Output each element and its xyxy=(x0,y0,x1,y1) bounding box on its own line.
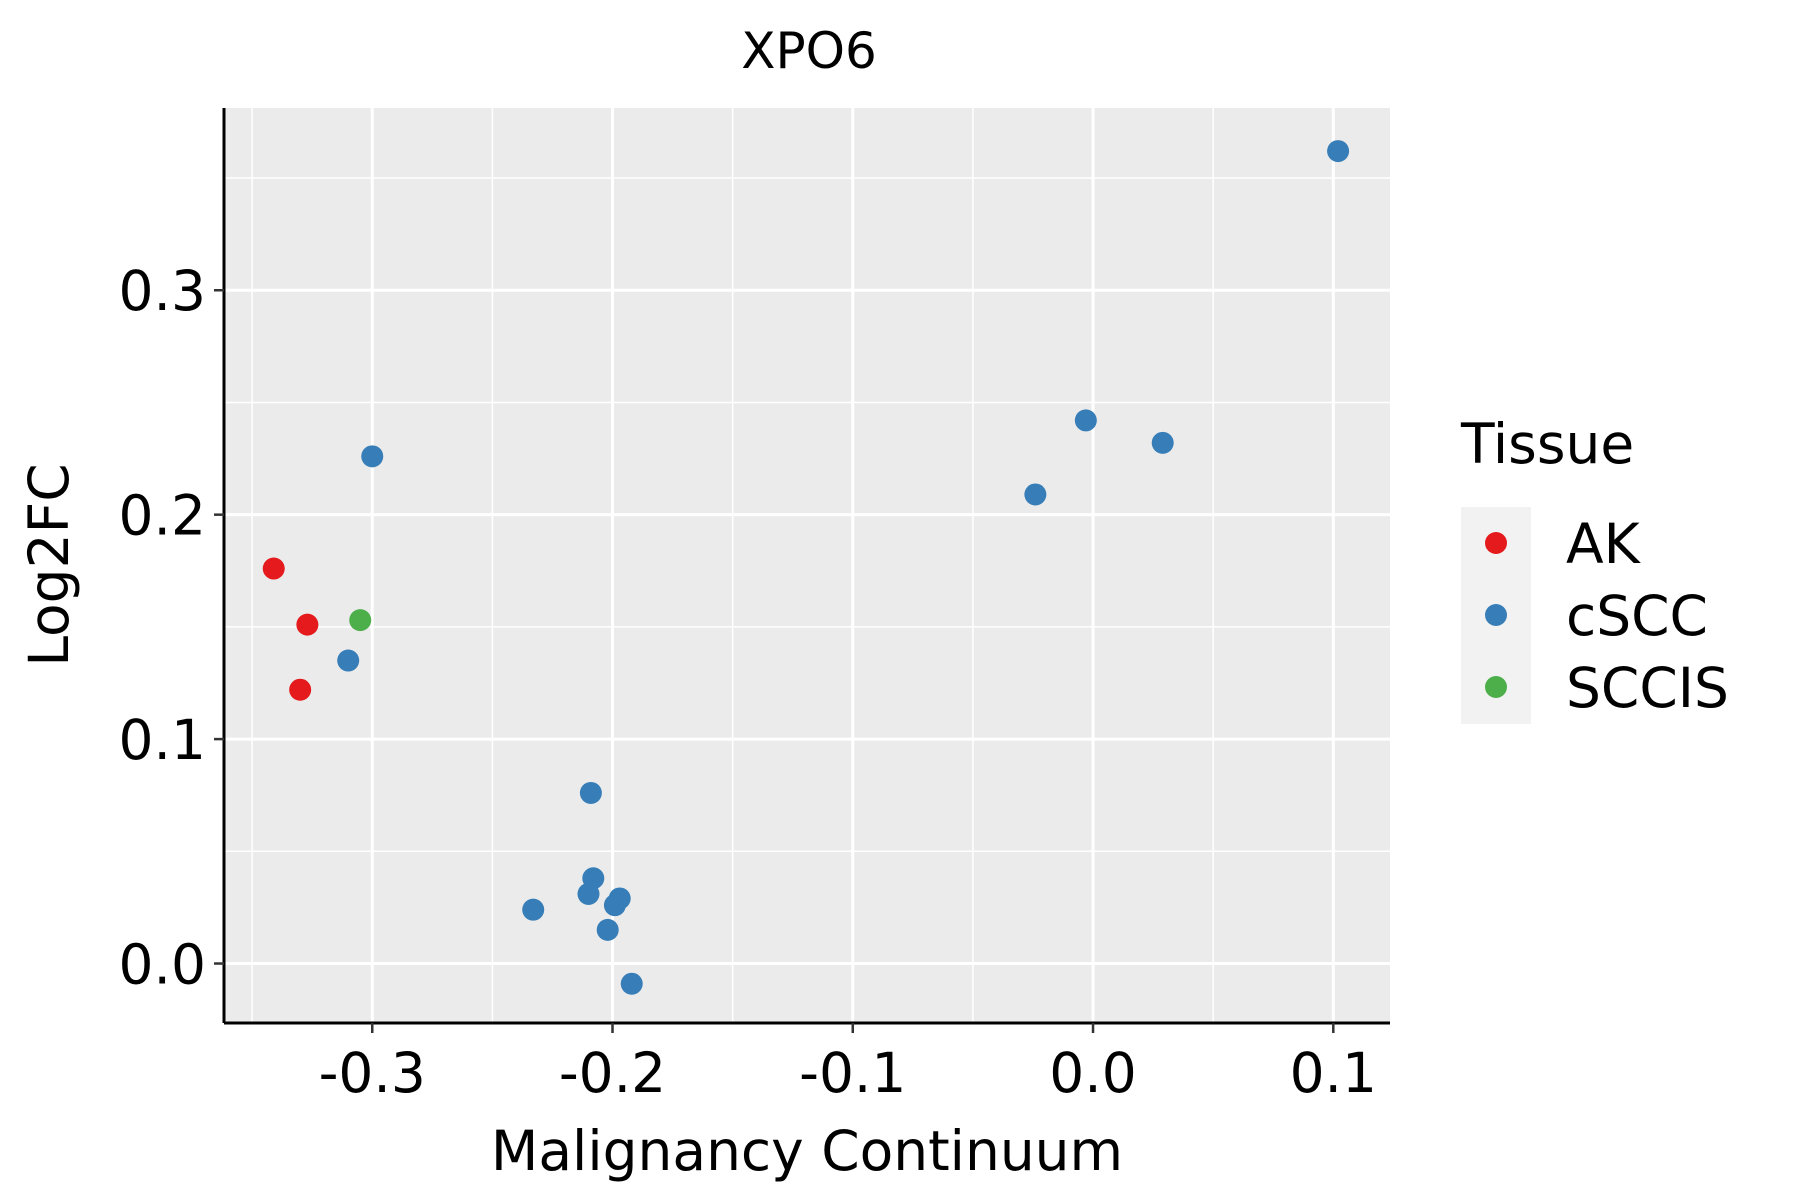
chart-title: XPO6 xyxy=(741,22,877,80)
y-axis-ticks: 0.0 0.1 0.2 0.3 xyxy=(119,259,224,997)
point-cscc xyxy=(596,918,619,941)
point-cscc xyxy=(1327,140,1350,163)
point-cscc xyxy=(603,894,626,917)
x-tick-label: 0.0 xyxy=(1049,1041,1136,1105)
point-cscc xyxy=(579,781,602,804)
point-cscc xyxy=(361,445,384,468)
point-cscc xyxy=(577,882,600,905)
point-sccis xyxy=(349,609,372,632)
legend-title: Tissue xyxy=(1460,412,1634,476)
x-tick-label: -0.1 xyxy=(799,1041,906,1105)
y-tick-label: 0.0 xyxy=(119,933,206,997)
legend-label-cscc: cSCC xyxy=(1566,584,1708,648)
point-ak xyxy=(296,613,319,636)
legend-key-cscc xyxy=(1485,604,1507,626)
major-gridlines xyxy=(224,108,1390,1023)
x-tick-label: 0.1 xyxy=(1290,1041,1377,1105)
legend-label-sccis: SCCIS xyxy=(1566,656,1729,720)
x-tick-label: -0.3 xyxy=(319,1041,426,1105)
legend-key-sccis xyxy=(1485,676,1507,698)
point-cscc xyxy=(620,972,643,995)
point-cscc xyxy=(1024,483,1047,506)
y-tick-label: 0.1 xyxy=(119,708,206,772)
point-cscc xyxy=(522,898,545,921)
x-axis-ticks: -0.3 -0.2 -0.1 0.0 0.1 xyxy=(319,1023,1377,1105)
y-axis-label: Log2FC xyxy=(17,463,81,666)
point-cscc xyxy=(1151,431,1174,454)
y-tick-label: 0.3 xyxy=(119,259,206,323)
y-tick-label: 0.2 xyxy=(119,484,206,548)
plot-panel xyxy=(224,108,1390,1023)
x-tick-label: -0.2 xyxy=(559,1041,666,1105)
legend: Tissue AK cSCC SCCIS xyxy=(1460,412,1729,724)
point-cscc xyxy=(337,649,360,672)
data-points xyxy=(262,140,1350,995)
legend-key-ak xyxy=(1485,532,1507,554)
point-ak xyxy=(262,557,285,580)
minor-gridlines xyxy=(224,108,1390,1023)
x-axis-label: Malignancy Continuum xyxy=(491,1119,1123,1183)
legend-label-ak: AK xyxy=(1566,512,1642,576)
point-ak xyxy=(289,678,312,701)
point-cscc xyxy=(1074,409,1097,432)
